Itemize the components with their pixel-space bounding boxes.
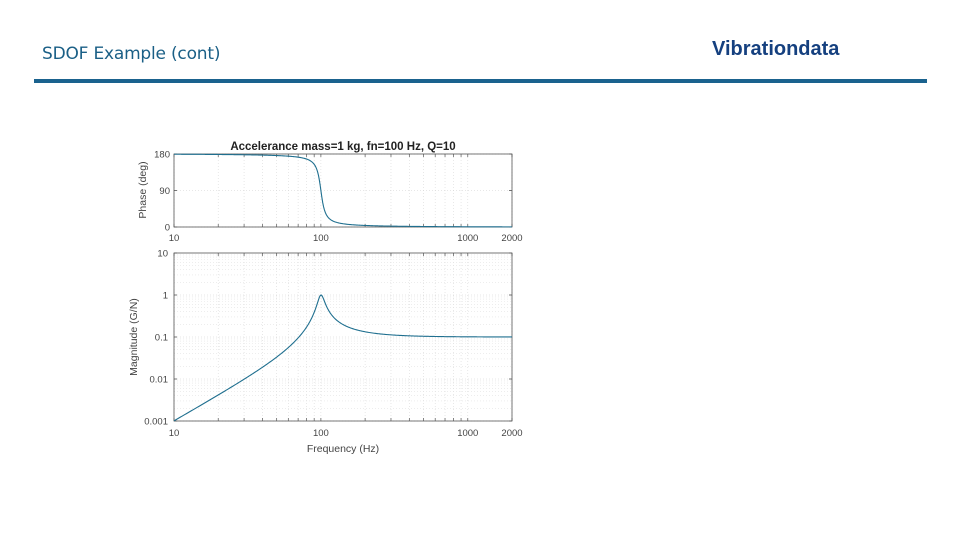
magnitude-plot: 0.001 0.01 0.1 1 10 10 100 1000 2000 Magnitude … bbox=[128, 249, 523, 456]
svg-text:0.001: 0.001 bbox=[144, 417, 168, 428]
slide-title: SDOF Example (cont) bbox=[42, 44, 221, 64]
svg-text:10: 10 bbox=[157, 249, 168, 260]
svg-text:1000: 1000 bbox=[457, 428, 478, 439]
phase-y-label: Phase (deg) bbox=[137, 161, 149, 218]
svg-text:1: 1 bbox=[163, 291, 168, 302]
svg-text:2000: 2000 bbox=[501, 233, 522, 244]
svg-text:180: 180 bbox=[154, 150, 170, 161]
magnitude-x-ticks: 10 100 1000 2000 bbox=[169, 253, 523, 439]
phase-grid bbox=[173, 153, 513, 228]
svg-text:2000: 2000 bbox=[501, 428, 522, 439]
svg-text:10: 10 bbox=[169, 233, 180, 244]
svg-text:0.01: 0.01 bbox=[150, 375, 169, 386]
phase-plot: Accelerance mass=1 kg, fn=100 Hz, Q=10 0… bbox=[137, 141, 523, 244]
header-divider bbox=[34, 79, 927, 83]
svg-text:100: 100 bbox=[313, 233, 329, 244]
magnitude-curve bbox=[173, 294, 512, 422]
brand-logo-text: Vibrationdata bbox=[712, 38, 840, 60]
magnitude-y-label: Magnitude (G/N) bbox=[128, 298, 140, 376]
svg-text:0.1: 0.1 bbox=[155, 333, 168, 344]
svg-text:10: 10 bbox=[169, 428, 180, 439]
phase-x-ticks: 10 100 1000 2000 bbox=[169, 154, 523, 244]
x-axis-label: Frequency (Hz) bbox=[307, 443, 379, 455]
phase-curve bbox=[173, 153, 512, 228]
chart-title: Accelerance mass=1 kg, fn=100 Hz, Q=10 bbox=[230, 141, 455, 153]
svg-text:0: 0 bbox=[165, 223, 170, 234]
magnitude-y-ticks: 0.001 0.01 0.1 1 10 bbox=[144, 249, 512, 428]
svg-text:100: 100 bbox=[313, 428, 329, 439]
svg-text:1000: 1000 bbox=[457, 233, 478, 244]
magnitude-grid bbox=[173, 253, 513, 422]
svg-text:90: 90 bbox=[159, 186, 170, 197]
